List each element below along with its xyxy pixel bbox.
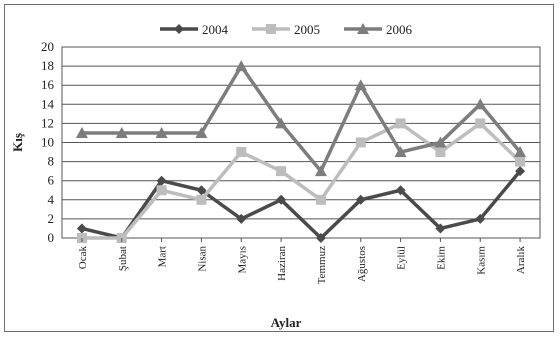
y-tick-label: 6 [48, 173, 55, 188]
data-point [196, 194, 207, 205]
data-point [195, 126, 208, 138]
data-point [357, 23, 369, 34]
data-point [354, 79, 367, 91]
data-point [236, 213, 247, 224]
x-tick-label: Nisan [196, 246, 208, 272]
data-point [276, 166, 287, 177]
x-tick-label: Temmuz [316, 246, 328, 284]
legend-item: 2005 [252, 22, 320, 37]
legend-label: 2006 [386, 22, 413, 37]
series-2006 [75, 60, 527, 177]
y-tick-label: 0 [48, 230, 55, 245]
data-point [115, 126, 128, 138]
series-2004 [76, 166, 526, 243]
x-tick-label: Ağustos [356, 246, 368, 282]
legend-item: 2004 [160, 22, 229, 37]
series-line [81, 121, 522, 240]
y-axis-title: Kış [10, 133, 25, 152]
data-point [156, 185, 167, 196]
x-tick-labels: Ocak Şubat Mart Nisan Mayıs Haziran Temmuz Ağus… [77, 238, 527, 284]
data-point [174, 24, 184, 34]
y-tick-labels: 0 2 4 6 8 10 12 14 16 18 20 [41, 39, 55, 245]
series-layer [75, 60, 527, 243]
y-tick-label: 20 [41, 39, 54, 54]
data-point [515, 156, 526, 167]
data-point [196, 185, 207, 196]
data-point [155, 126, 168, 138]
plot-area [61, 46, 541, 239]
x-tick-label: Mayıs [236, 246, 248, 274]
x-tick-label: Ekim [435, 246, 447, 270]
series-line [81, 170, 522, 240]
y-tick-label: 18 [41, 58, 54, 73]
data-point [314, 165, 327, 177]
x-tick-label: Aralık [515, 246, 527, 275]
data-point [474, 98, 487, 110]
data-point [395, 118, 406, 129]
data-point [475, 118, 486, 129]
x-tick-label: Kasım [475, 246, 487, 275]
data-point [355, 137, 366, 148]
y-tick-label: 8 [48, 154, 55, 169]
data-point [435, 147, 446, 158]
data-point [395, 185, 406, 196]
data-point [235, 60, 248, 72]
y-tick-label: 10 [41, 135, 54, 150]
data-point [76, 223, 87, 234]
gridlines [62, 46, 540, 239]
data-point [475, 213, 486, 224]
legend-label: 2004 [202, 22, 229, 37]
series-line [81, 64, 522, 173]
data-point [514, 146, 527, 158]
plot-border [61, 46, 541, 239]
data-point [276, 194, 287, 205]
y-tick-label: 2 [48, 211, 55, 226]
data-point [75, 126, 88, 138]
x-tick-label: Mart [157, 246, 169, 267]
x-tick-label: Eylül [396, 246, 408, 270]
y-tick-label: 16 [41, 77, 55, 92]
data-point [355, 194, 366, 205]
x-tick-label: Haziran [276, 246, 288, 281]
data-point [394, 146, 407, 158]
legend-label: 2005 [294, 22, 320, 37]
x-tick-label: Ocak [77, 246, 89, 270]
data-point [515, 166, 526, 177]
data-point [315, 194, 326, 205]
data-point [156, 175, 167, 186]
data-point [435, 223, 446, 234]
data-point [434, 136, 447, 148]
x-tick-label: Şubat [117, 246, 129, 271]
legend-item: 2006 [344, 22, 413, 37]
y-tick-label: 14 [41, 96, 55, 111]
legend: 2004 2005 2006 [160, 22, 413, 37]
y-tick-label: 12 [41, 115, 54, 130]
data-point [275, 117, 288, 129]
data-point [266, 24, 276, 34]
x-axis-title: Aylar [271, 315, 302, 330]
y-tick-label: 4 [48, 192, 55, 207]
data-point [236, 147, 247, 158]
